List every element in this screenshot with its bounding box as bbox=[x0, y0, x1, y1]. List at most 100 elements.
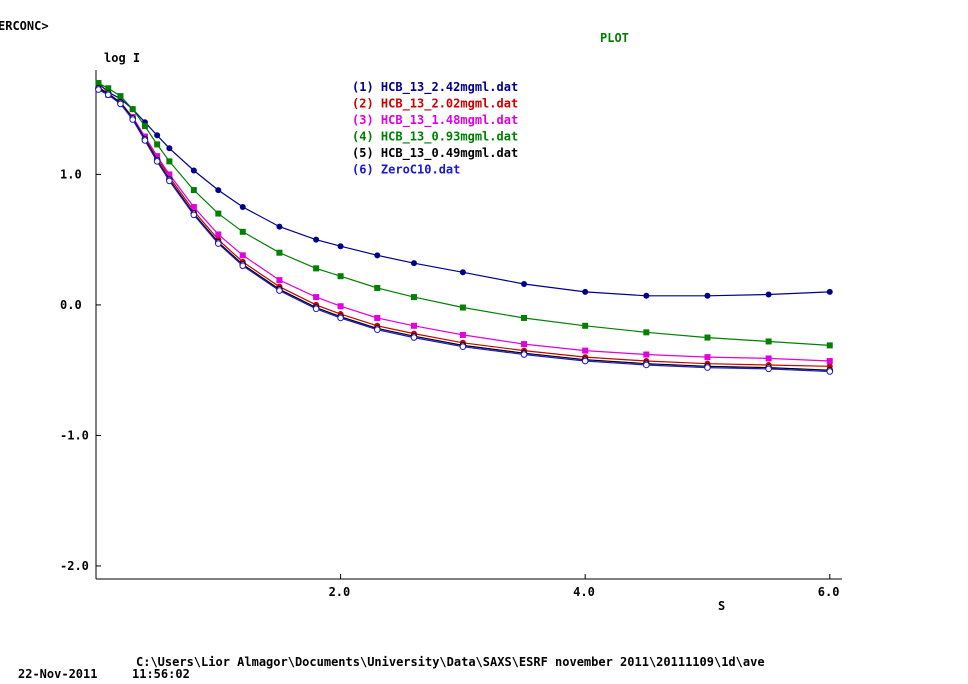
data-point bbox=[826, 358, 833, 365]
x-axis-label: S bbox=[718, 599, 725, 613]
series-line bbox=[98, 87, 830, 362]
data-point bbox=[104, 91, 112, 99]
data-point bbox=[765, 338, 772, 345]
data-point bbox=[643, 351, 650, 358]
axis-ticks: 2.0 4.0 6.0 1.0 0.0 -1.0 -2.0 bbox=[60, 167, 839, 599]
plot-area: 2.0 4.0 6.0 1.0 0.0 -1.0 -2.0 bbox=[60, 70, 842, 599]
data-point bbox=[704, 354, 711, 361]
y-axis-label: log I bbox=[104, 51, 140, 65]
data-point bbox=[410, 322, 417, 329]
legend-entry: (2) HCB_13_2.02mgml.dat bbox=[352, 97, 518, 112]
data-point bbox=[276, 223, 283, 230]
data-point bbox=[521, 314, 528, 321]
data-point bbox=[239, 262, 247, 270]
series-line bbox=[98, 82, 830, 346]
data-point bbox=[276, 277, 283, 284]
data-point bbox=[826, 288, 833, 295]
data-point bbox=[141, 137, 149, 144]
data-point bbox=[190, 167, 197, 174]
data-point bbox=[581, 357, 589, 365]
y-tick-label: -1.0 bbox=[60, 428, 89, 442]
data-point bbox=[826, 342, 833, 349]
y-tick-label: -2.0 bbox=[60, 559, 89, 573]
legend-entry: (3) HCB_13_1.48mgml.dat bbox=[352, 113, 518, 128]
data-point bbox=[374, 252, 381, 259]
data-point bbox=[154, 141, 161, 148]
data-point bbox=[765, 365, 772, 373]
series-line bbox=[97, 82, 830, 297]
data-point bbox=[313, 294, 320, 301]
data-point bbox=[154, 153, 161, 160]
legend-entry: (4) HCB_13_0.93mgml.dat bbox=[352, 130, 518, 145]
data-point bbox=[337, 243, 344, 250]
data-point bbox=[239, 252, 246, 259]
data-point bbox=[117, 100, 124, 108]
series-layer bbox=[95, 80, 834, 375]
data-point bbox=[459, 304, 466, 311]
data-point bbox=[190, 204, 197, 211]
data-point bbox=[410, 294, 417, 301]
data-point bbox=[582, 288, 589, 295]
series-line bbox=[98, 89, 830, 373]
data-point bbox=[190, 211, 198, 219]
data-point bbox=[215, 187, 222, 194]
data-point bbox=[704, 334, 711, 341]
data-point bbox=[521, 281, 528, 288]
data-point bbox=[410, 334, 418, 341]
series-6 bbox=[95, 86, 834, 375]
data-point bbox=[129, 116, 136, 123]
data-point bbox=[520, 351, 528, 358]
data-point bbox=[129, 106, 136, 113]
file-path: C:\Users\Lior Almagor\Documents\Universi… bbox=[136, 655, 765, 669]
data-point bbox=[239, 228, 246, 235]
data-point bbox=[765, 355, 772, 362]
data-point bbox=[166, 177, 173, 185]
data-point bbox=[582, 347, 589, 354]
data-point bbox=[337, 314, 344, 322]
data-point bbox=[704, 292, 711, 299]
data-point bbox=[337, 303, 344, 310]
data-point bbox=[276, 249, 283, 256]
data-point bbox=[166, 145, 173, 152]
series-line bbox=[98, 87, 830, 371]
data-point bbox=[313, 236, 320, 243]
data-point bbox=[643, 329, 650, 336]
data-point bbox=[154, 132, 161, 139]
data-point bbox=[214, 240, 222, 247]
data-point bbox=[166, 158, 173, 165]
data-point bbox=[312, 305, 320, 313]
data-point bbox=[215, 210, 222, 217]
data-point bbox=[643, 292, 650, 299]
x-tick-label: 2.0 bbox=[329, 585, 351, 599]
data-point bbox=[239, 204, 246, 211]
data-point bbox=[374, 284, 381, 291]
data-point bbox=[166, 171, 173, 178]
legend-entry: (5) HCB_13_0.49mgml.dat bbox=[352, 146, 518, 161]
data-point bbox=[765, 291, 772, 298]
data-point bbox=[826, 368, 834, 375]
footer-time: 11:56:02 bbox=[132, 667, 190, 681]
data-point bbox=[459, 269, 466, 276]
y-tick-label: 0.0 bbox=[60, 298, 82, 312]
data-point bbox=[582, 322, 589, 329]
footer-date: 22-Nov-2011 bbox=[18, 667, 97, 681]
data-point bbox=[459, 343, 467, 350]
x-tick-label: 4.0 bbox=[573, 585, 595, 599]
y-tick-label: 1.0 bbox=[60, 167, 82, 181]
data-point bbox=[153, 158, 161, 165]
legend-entry: (6) ZeroC10.dat bbox=[352, 163, 460, 177]
data-point bbox=[276, 287, 283, 294]
data-point bbox=[141, 123, 148, 130]
data-point bbox=[117, 93, 124, 100]
data-point bbox=[643, 361, 650, 369]
legend: (1) HCB_13_2.42mgml.dat (2) HCB_13_2.02mg… bbox=[352, 80, 518, 177]
window-tag: ERCONC> bbox=[0, 19, 49, 33]
data-point bbox=[459, 331, 466, 338]
data-point bbox=[190, 187, 197, 194]
data-point bbox=[95, 80, 102, 87]
series-4 bbox=[95, 80, 833, 349]
data-point bbox=[95, 86, 102, 93]
legend-entry: (1) HCB_13_2.42mgml.dat bbox=[352, 80, 518, 95]
x-tick-label: 6.0 bbox=[818, 585, 840, 599]
